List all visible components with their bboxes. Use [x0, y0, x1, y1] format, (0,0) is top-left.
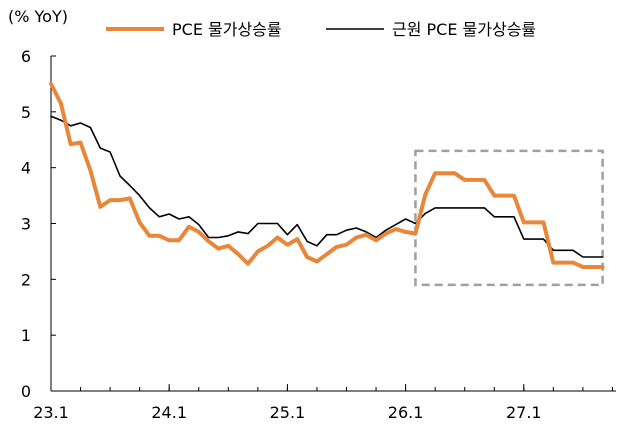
x-tick-label: 24.1 [151, 403, 187, 422]
series-line-pce [49, 81, 605, 269]
legend-label: 근원 PCE 물가상승률 [392, 20, 536, 39]
y-tick-label: 6 [21, 47, 31, 66]
unit-label: (% YoY) [8, 7, 68, 26]
x-tick-label: 23.1 [33, 403, 69, 422]
y-tick-label: 0 [21, 382, 31, 401]
y-tick-label: 5 [21, 103, 31, 122]
axes: (% YoY) 0 1 2 3 4 5 6 23.1 24.1 25.1 26.1 27.1 [8, 7, 616, 422]
y-tick-label: 4 [21, 159, 31, 178]
series-lines [49, 81, 605, 269]
y-tick-label: 1 [21, 326, 31, 345]
series-line-core-pce [50, 115, 604, 258]
y-tick-label: 2 [21, 270, 31, 289]
x-tick-label: 27.1 [506, 403, 542, 422]
legend: PCE 물가상승률 근원 PCE 물가상승률 [106, 20, 536, 39]
legend-label: PCE 물가상승률 [172, 20, 282, 39]
legend-item-core-pce: 근원 PCE 물가상승률 [326, 20, 536, 39]
legend-item-pce: PCE 물가상승률 [106, 20, 282, 39]
highlight-box [414, 149, 604, 287]
y-tick-label: 3 [21, 215, 31, 234]
x-tick-label: 26.1 [388, 403, 424, 422]
x-tick-label: 25.1 [270, 403, 306, 422]
highlight-dashed-box [414, 149, 604, 287]
